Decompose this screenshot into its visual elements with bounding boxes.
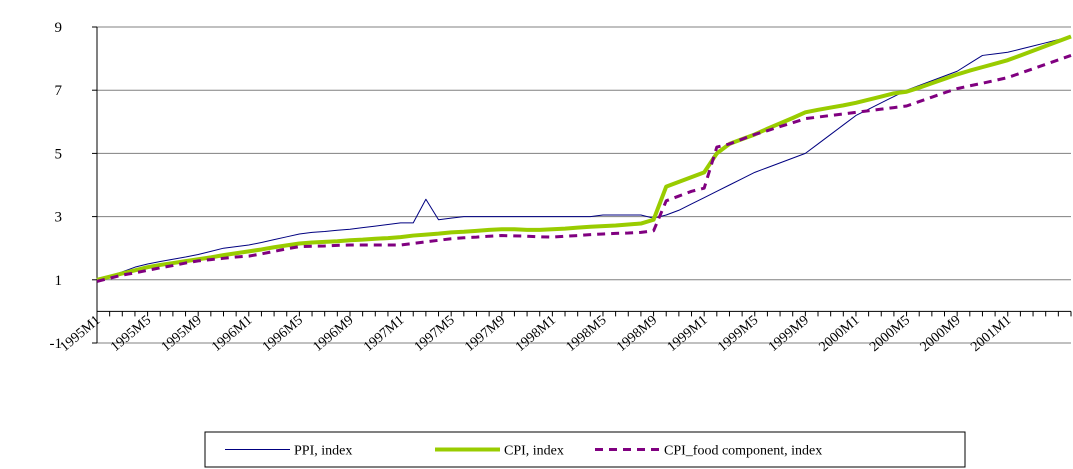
legend-box [204,431,966,468]
x-tick-label: 1996M1 [209,313,255,355]
x-tick-label: 1995M9 [159,313,205,355]
series-line [96,54,1072,283]
y-tick-label: 1 [55,273,63,289]
x-tick-label: 1999M1 [665,313,711,355]
x-tick-label: 1996M9 [311,313,357,355]
x-tick-label: 1998M5 [564,313,610,355]
x-tick-label: 1997M5 [412,313,458,355]
x-tick-label: 2000M9 [918,313,964,355]
x-tick-label: 1999M9 [766,313,812,355]
x-tick-label: 1998M9 [614,313,660,355]
y-tick-label: 3 [55,210,63,226]
x-tick-label: 1999M5 [715,313,761,355]
y-tick-label: 7 [55,83,63,99]
x-tick-label: 2000M5 [867,313,913,355]
legend-label: CPI, index [504,444,564,459]
x-tick-label: 2001M1 [968,313,1014,355]
x-tick-label: 1995M5 [108,313,154,355]
y-tick-label: 5 [55,146,63,162]
x-tick-label: 1997M1 [361,313,407,355]
series-line [96,34,1072,282]
x-tick-label: 1996M5 [260,313,306,355]
y-tick-label: -1 [50,336,63,352]
series-line [96,35,1072,281]
x-tick-label: 1998M1 [513,313,559,355]
legend-label: PPI, index [294,444,352,459]
legend-label: CPI_food component, index [664,444,822,459]
x-tick-label: 2000M1 [817,313,863,355]
x-tick-label: 1997M9 [462,313,508,355]
y-tick-label: 9 [55,20,63,36]
